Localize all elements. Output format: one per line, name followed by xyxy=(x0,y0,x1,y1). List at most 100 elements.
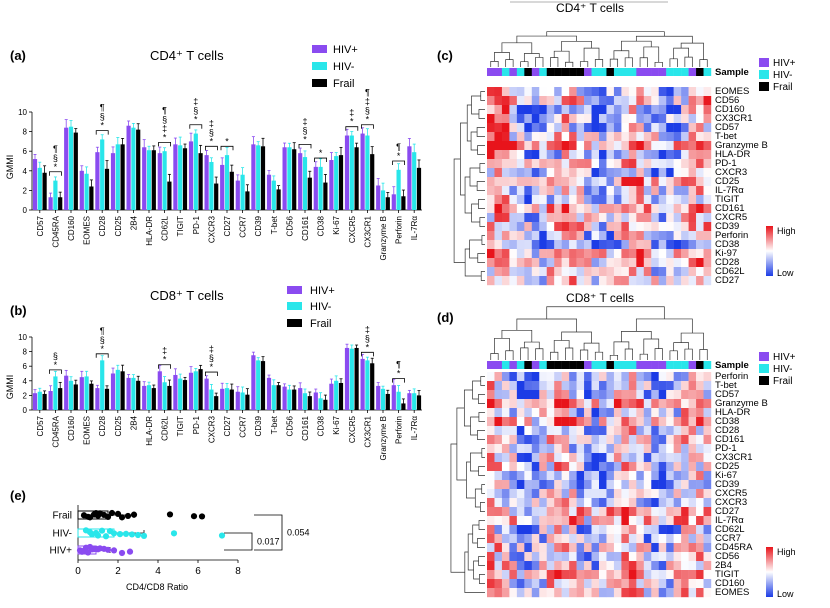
heat-cell xyxy=(621,240,630,250)
heat-cell xyxy=(681,204,689,214)
point-hiv xyxy=(126,548,134,555)
heat-cell xyxy=(539,417,547,427)
heat-cell xyxy=(621,141,630,151)
heat-cell xyxy=(636,480,644,490)
heat-cell xyxy=(516,489,525,499)
heat-cell xyxy=(516,168,525,178)
heat-cell xyxy=(561,498,570,508)
heat-cell xyxy=(576,543,585,553)
heat-cell xyxy=(673,258,682,268)
legend-label-hiv-pos: HIV+ xyxy=(773,352,796,363)
heat-cell xyxy=(576,453,585,463)
heat-cell xyxy=(554,543,562,553)
bar-hiv-2b4 xyxy=(126,377,131,410)
heat-cell xyxy=(666,453,674,463)
heat-cell xyxy=(487,141,495,151)
heat-cell xyxy=(591,141,600,151)
heat-cell xyxy=(696,186,704,196)
heat-cell xyxy=(696,381,704,391)
bar-frail-il-7r xyxy=(416,167,422,210)
heat-cell xyxy=(666,114,674,124)
bar-hiv-ki-67 xyxy=(329,160,334,210)
sig-mark: ¶ xyxy=(53,144,58,154)
bar-hiv-granzyme-b xyxy=(380,388,386,410)
heat-cell xyxy=(576,381,585,391)
heat-cell xyxy=(666,561,674,571)
heat-cell xyxy=(628,462,637,472)
heat-cell xyxy=(681,435,689,445)
row-label-granzyme-b: Granzyme B xyxy=(715,140,768,151)
heat-cell xyxy=(546,561,555,571)
heat-cell xyxy=(561,372,570,382)
heat-cell xyxy=(621,543,630,553)
heat-cell xyxy=(539,231,547,241)
heat-cell xyxy=(576,132,585,142)
x-tick-label: CD160 xyxy=(67,415,76,440)
sample-bar-hiv xyxy=(651,361,659,369)
heat-cell xyxy=(487,159,495,169)
heat-cell xyxy=(494,426,503,436)
dendrogram-branch xyxy=(469,239,482,259)
heat-cell xyxy=(516,525,525,535)
heat-cell xyxy=(681,240,689,250)
legend-swatch-hiv-pos xyxy=(312,45,327,53)
dendrogram-branch xyxy=(476,127,485,137)
heat-cell xyxy=(531,471,540,481)
sig-mark: ¶ xyxy=(396,360,401,370)
heat-cell xyxy=(487,570,495,580)
heat-cell xyxy=(703,507,712,517)
heat-cell xyxy=(561,168,570,178)
heat-cell xyxy=(613,132,622,142)
heat-cell xyxy=(584,213,592,223)
heat-cell xyxy=(606,114,615,124)
heat-cell xyxy=(673,372,682,382)
dendrogram-branch xyxy=(472,524,479,544)
heat-cell xyxy=(501,87,510,97)
heat-cell xyxy=(703,516,712,526)
heat-cell xyxy=(658,186,667,196)
dendrogram-branch xyxy=(464,248,482,277)
heat-cell xyxy=(487,249,495,259)
bar-frail-granzyme-b xyxy=(385,393,390,410)
heat-cell xyxy=(576,561,585,571)
heat-cell xyxy=(703,498,712,508)
sig-bracket xyxy=(158,141,171,147)
heat-cell xyxy=(531,408,540,418)
heat-cell xyxy=(673,525,682,535)
heat-cell xyxy=(576,204,585,214)
row-label-t-bet: T-bet xyxy=(715,131,737,142)
heat-cell xyxy=(599,159,607,169)
sig-bracket xyxy=(95,353,109,358)
heat-cell xyxy=(576,516,585,526)
heat-cell xyxy=(509,444,518,454)
row-label-cd28: CD28 xyxy=(715,425,739,436)
heat-cell xyxy=(531,588,540,598)
heat-cell xyxy=(628,489,637,499)
x-tick-label: CD161 xyxy=(301,215,310,240)
heat-cell xyxy=(509,561,518,571)
heat-cell xyxy=(666,525,674,535)
bar-hiv-perforin xyxy=(396,391,401,410)
heat-cell xyxy=(599,561,607,571)
heat-cell xyxy=(569,159,577,169)
heat-cell xyxy=(539,543,547,553)
heat-cell xyxy=(487,87,495,97)
heat-cell xyxy=(613,381,622,391)
x-tick-label: CD25 xyxy=(114,415,123,436)
heat-cell xyxy=(576,276,585,286)
heat-cell xyxy=(516,258,525,268)
heat-cell xyxy=(531,462,540,472)
bar-hiv-cd160 xyxy=(68,380,74,410)
heat-cell xyxy=(509,516,518,526)
dendrogram-branch xyxy=(474,488,482,508)
heat-cell xyxy=(487,507,495,517)
heat-cell xyxy=(584,132,592,142)
heat-cell xyxy=(554,177,562,187)
sample-bar-frail xyxy=(524,68,532,76)
dendrogram-branch xyxy=(565,347,574,360)
heat-cell xyxy=(561,552,570,562)
heat-cell xyxy=(554,480,562,490)
heat-cell xyxy=(681,249,689,259)
heat-cell xyxy=(516,132,525,142)
